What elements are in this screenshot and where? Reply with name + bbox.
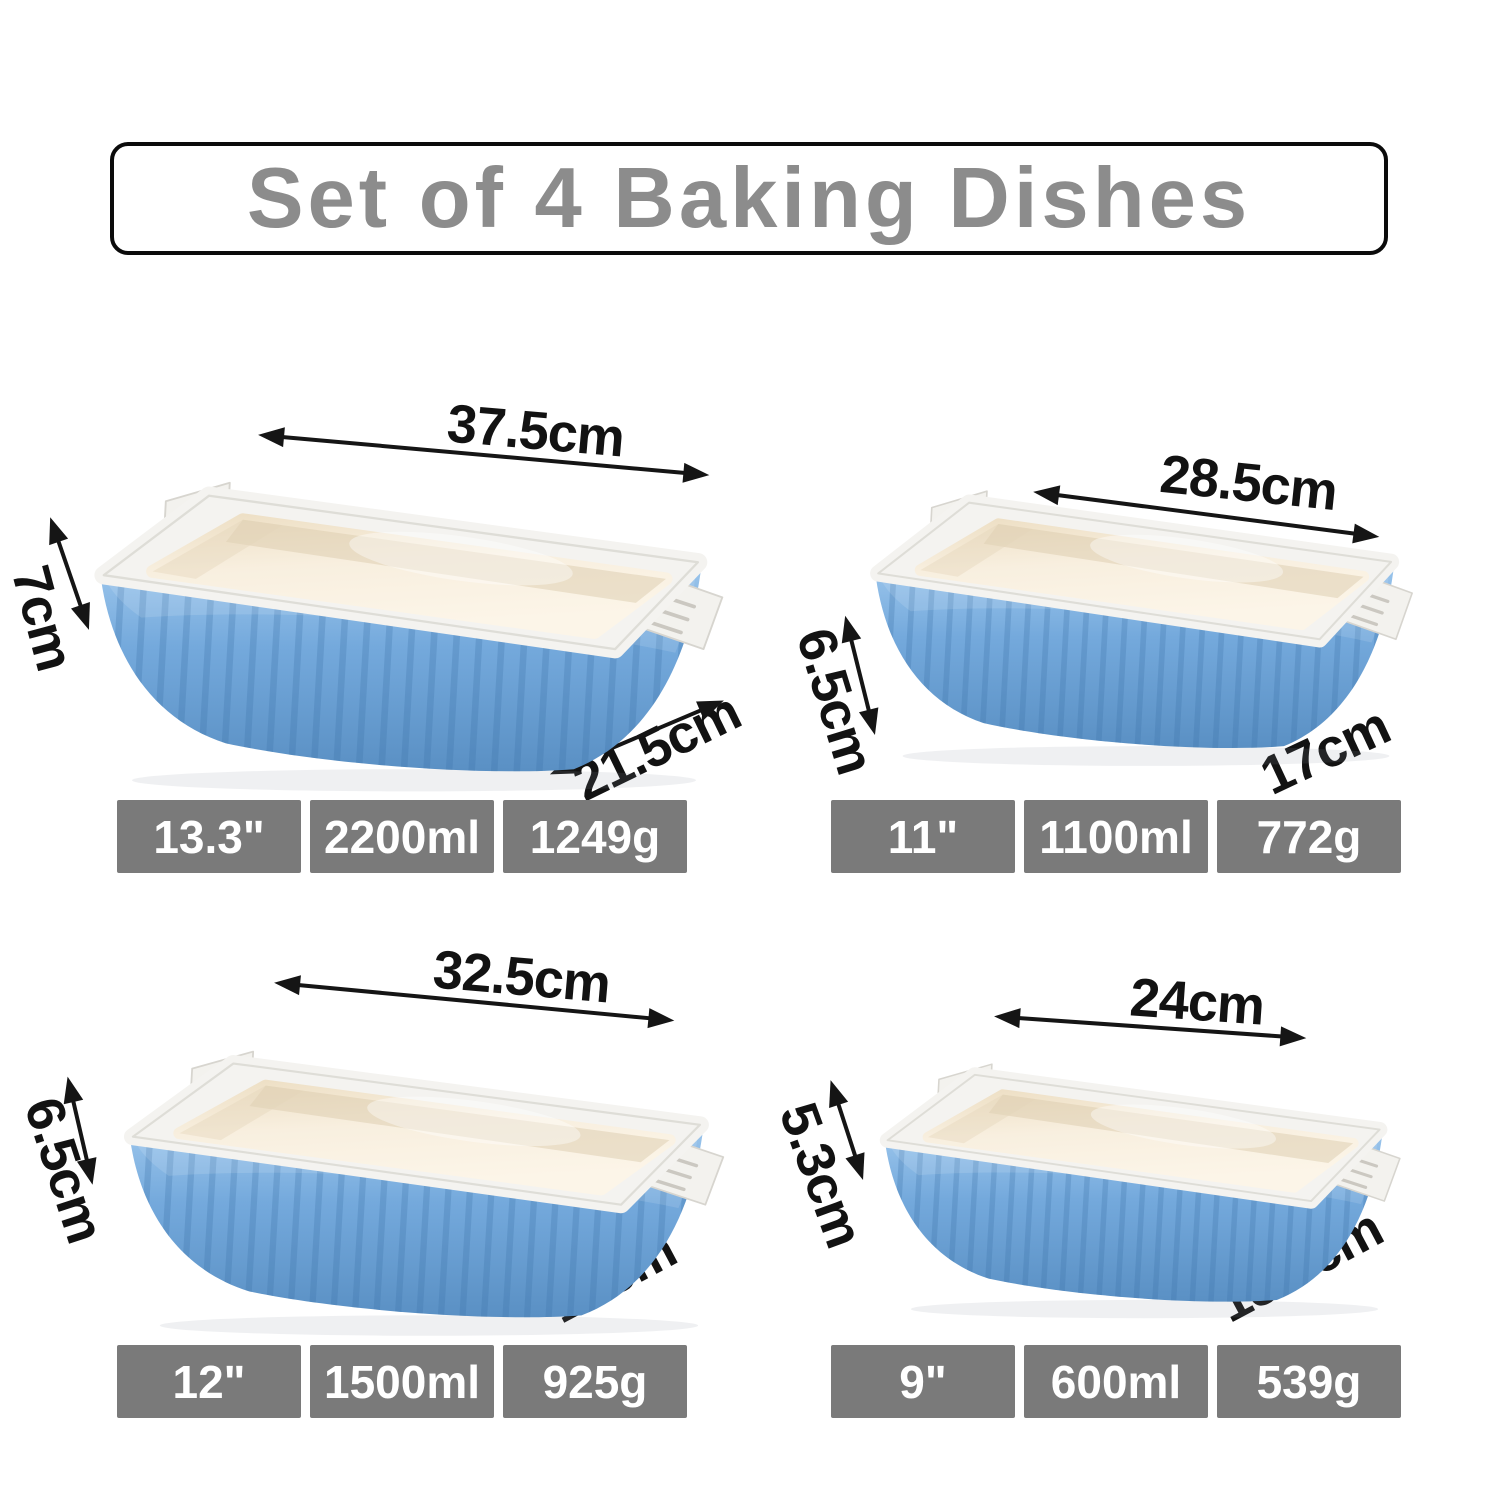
- height-dimension-label: 7cm: [0, 559, 86, 677]
- spec-capacity: 1500ml: [310, 1345, 494, 1418]
- spec-weight: 539g: [1217, 1345, 1401, 1418]
- spec-size-inches: 13.3": [117, 800, 301, 873]
- spec-size-inches: 9": [831, 1345, 1015, 1418]
- spec-capacity: 600ml: [1024, 1345, 1208, 1418]
- spec-capacity: 2200ml: [310, 800, 494, 873]
- spec-weight: 1249g: [503, 800, 687, 873]
- spec-bar-row: 12" 1500ml 925g: [117, 1345, 687, 1418]
- spec-bar-row: 13.3" 2200ml 1249g: [117, 800, 687, 873]
- baking-dish-photo: [862, 478, 1430, 770]
- spec-capacity: 1100ml: [1024, 800, 1208, 873]
- baking-dish-graphic: [94, 481, 724, 792]
- baking-dish-photo: [85, 468, 743, 796]
- baking-dish-photo: [115, 1038, 743, 1340]
- baking-dish-graphic: [879, 1063, 1401, 1319]
- spec-weight: 925g: [503, 1345, 687, 1418]
- height-dimension-label: 6.5cm: [12, 1090, 116, 1250]
- baking-dish-graphic: [123, 1050, 725, 1336]
- spec-bar-row: 9" 600ml 539g: [831, 1345, 1401, 1418]
- title-banner: Set of 4 Baking Dishes: [110, 142, 1388, 255]
- baking-dish-photo: [872, 1052, 1417, 1322]
- spec-size-inches: 11": [831, 800, 1015, 873]
- spec-bar-row: 11" 1100ml 772g: [831, 800, 1401, 873]
- baking-dish-graphic: [870, 490, 1413, 766]
- page-title: Set of 4 Baking Dishes: [246, 150, 1252, 246]
- spec-size-inches: 12": [117, 1345, 301, 1418]
- spec-weight: 772g: [1217, 800, 1401, 873]
